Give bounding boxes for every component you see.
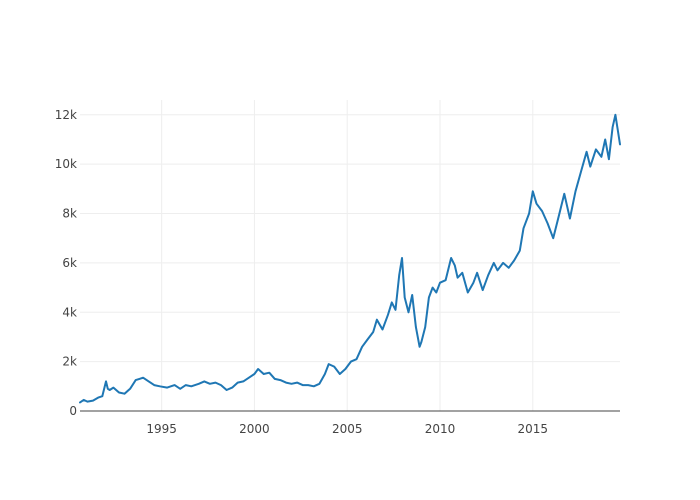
y-tick-label: 10k [55, 157, 77, 171]
y-tick-label: 0 [69, 404, 77, 418]
x-gridlines [161, 100, 534, 411]
x-tick-label: 2005 [332, 422, 363, 436]
series-line-0 [79, 113, 621, 404]
plot-area [79, 113, 621, 404]
y-axis-tick-labels: 0 2k 4k 6k 8k 10k 12k [55, 108, 77, 418]
y-tick-label: 4k [62, 305, 77, 319]
x-tick-label: 2000 [239, 422, 270, 436]
x-tick-label: 1995 [146, 422, 177, 436]
x-tick-label: 2010 [425, 422, 456, 436]
y-tick-label: 6k [62, 256, 77, 270]
y-tick-label: 8k [62, 207, 77, 221]
x-tick-label: 2015 [518, 422, 549, 436]
x-axis-tick-labels: 1995 2000 2005 2010 2015 [146, 422, 548, 436]
y-tick-label: 2k [62, 355, 77, 369]
y-tick-label: 12k [55, 108, 77, 122]
